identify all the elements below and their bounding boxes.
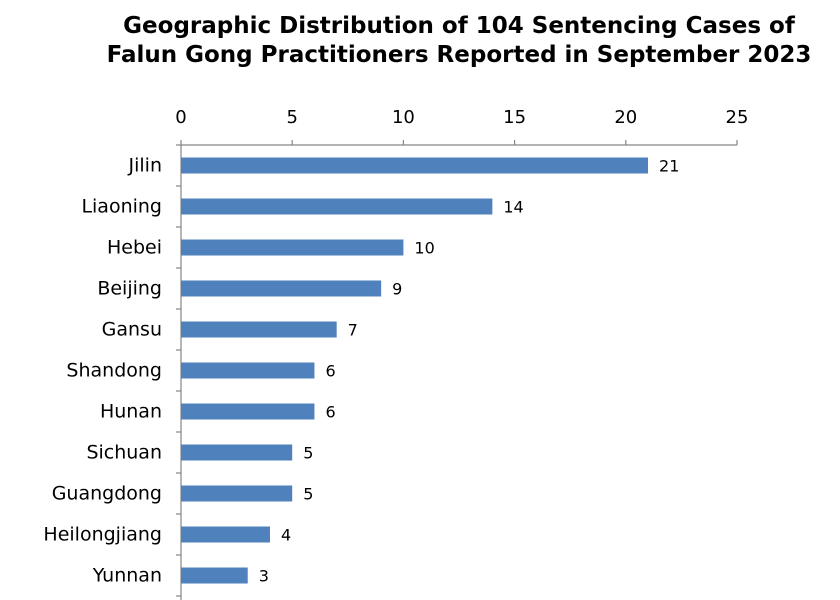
bar: [181, 403, 315, 420]
bar-value-label: 14: [503, 198, 523, 217]
bar-data-labels: 21 14 10 9 7 6 6 5 5 4 3: [259, 157, 680, 586]
bar: [181, 485, 293, 502]
category-label: Shandong: [66, 360, 162, 382]
bar: [181, 280, 382, 297]
bar-value-label: 5: [303, 485, 313, 504]
bar: [181, 444, 293, 461]
category-label: Heilongjiang: [43, 524, 162, 546]
x-axis: 0 5 10 15 20 25: [175, 107, 749, 146]
x-tick-label: 15: [503, 107, 526, 128]
x-tick-label: 0: [175, 107, 186, 128]
x-tick-label: 10: [392, 107, 415, 128]
category-labels: Jilin Liaoning Hebei Beijing Gansu Shandong Hu…: [43, 155, 162, 587]
category-label: Guangdong: [52, 483, 162, 505]
bar: [181, 157, 649, 174]
category-label: Hebei: [107, 237, 162, 259]
category-label: Hunan: [100, 401, 162, 423]
category-label: Jilin: [128, 155, 162, 177]
chart-title: Geographic Distribution of 104 Sentencin…: [0, 12, 840, 70]
x-tick-label: 20: [614, 107, 637, 128]
bar: [181, 239, 404, 256]
category-label: Beijing: [97, 278, 162, 300]
x-tick-label: 25: [726, 107, 749, 128]
bar-value-label: 3: [259, 567, 269, 586]
bar-value-label: 5: [303, 444, 313, 463]
bar: [181, 526, 270, 543]
bar: [181, 567, 248, 584]
chart-title-line-1: Geographic Distribution of 104 Sentencin…: [123, 13, 795, 39]
bar-value-label: 7: [348, 321, 358, 340]
category-label: Gansu: [102, 319, 162, 341]
bar-value-label: 4: [281, 526, 291, 545]
x-tick-label: 5: [286, 107, 297, 128]
bars: [181, 157, 649, 584]
bar-value-label: 6: [325, 403, 335, 422]
bar: [181, 321, 337, 338]
bar-value-label: 21: [659, 157, 679, 176]
bar-value-label: 9: [392, 280, 402, 299]
bar: [181, 362, 315, 379]
chart-title-line-2: Falun Gong Practitioners Reported in Sep…: [106, 42, 812, 68]
bar-value-label: 10: [414, 239, 434, 258]
category-label: Sichuan: [86, 442, 162, 464]
bar-value-label: 6: [325, 362, 335, 381]
category-label: Yunnan: [92, 565, 162, 587]
y-axis: [176, 144, 182, 600]
category-label: Liaoning: [81, 196, 162, 218]
bar: [181, 198, 493, 215]
